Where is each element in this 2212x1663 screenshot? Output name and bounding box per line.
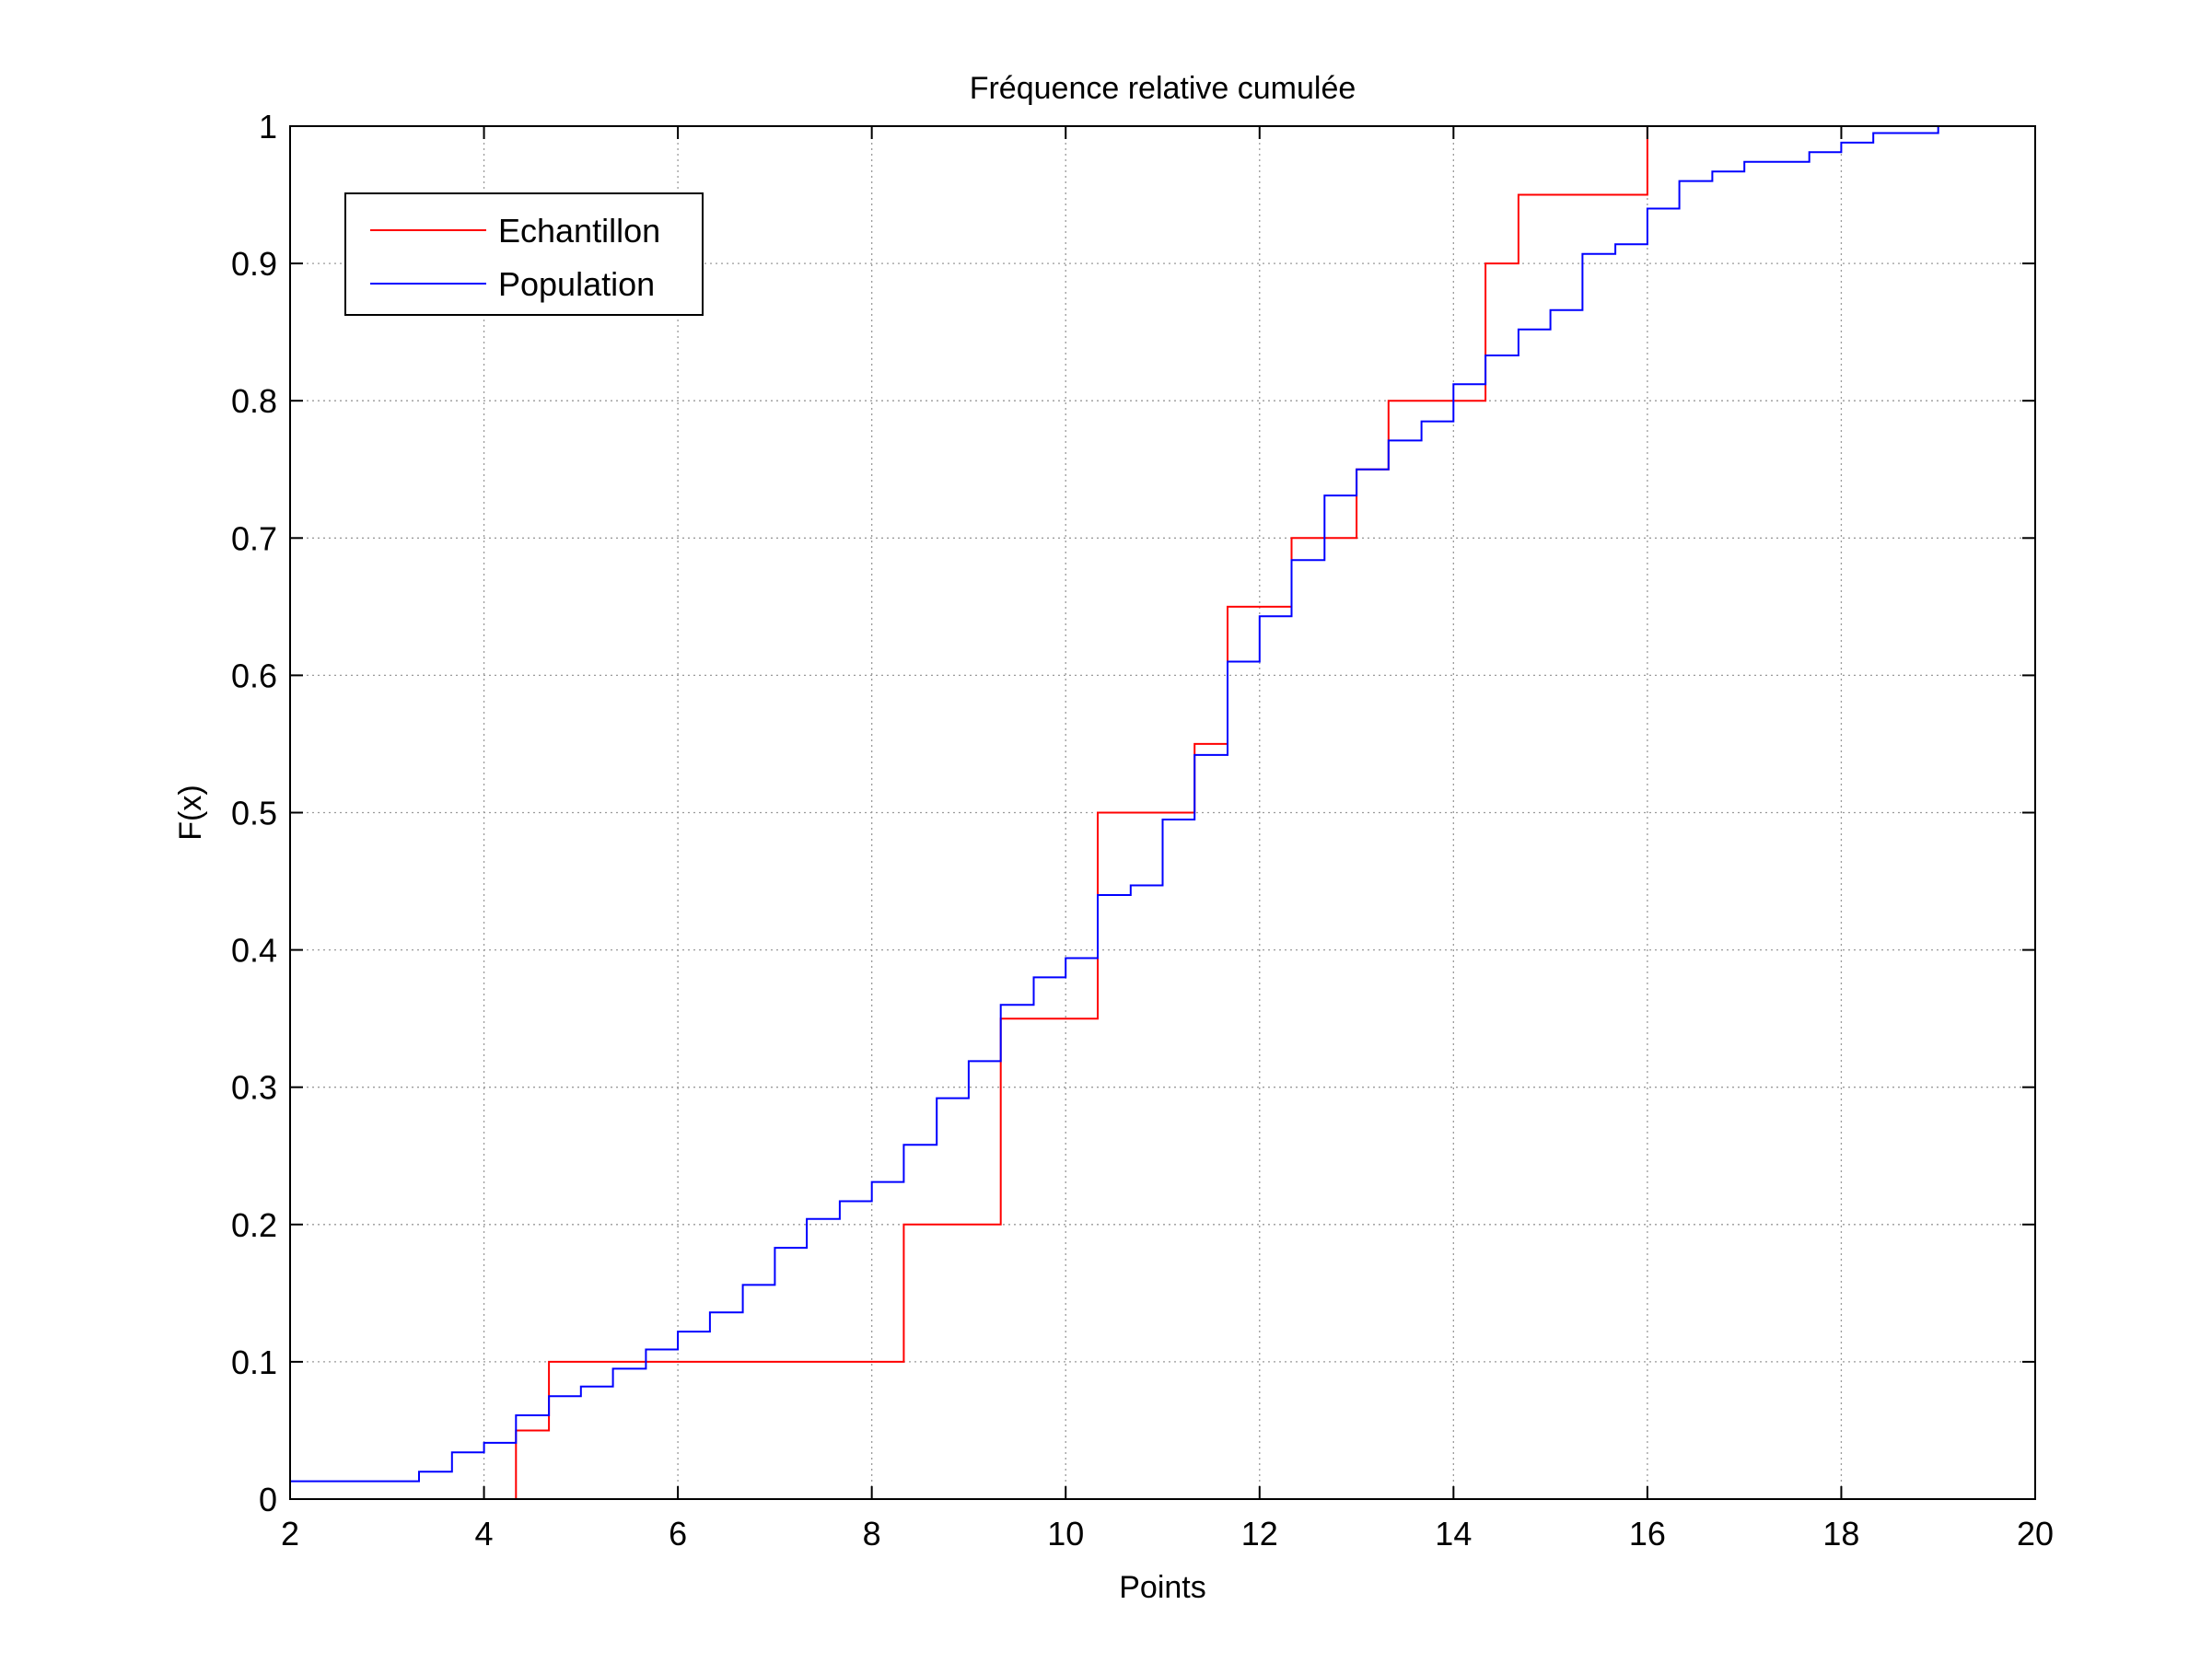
y-tick-label: 0.4 <box>231 932 277 970</box>
legend: Echantillon Population <box>344 192 704 316</box>
ticks: 2 4 6 8 10 12 14 16 18 20 0 0.1 0.2 0.3 0.4 0.5 0.6 0.7 0.… <box>231 108 2054 1553</box>
y-tick-label: 0 <box>259 1481 277 1518</box>
series-line-population <box>290 126 1939 1483</box>
y-tick-label: 0.1 <box>231 1343 277 1381</box>
x-tick-label: 8 <box>863 1515 881 1553</box>
x-tick-label: 14 <box>1435 1515 1472 1553</box>
series-layer <box>290 126 1939 1499</box>
x-tick-label: 10 <box>1047 1515 1084 1553</box>
x-tick-label: 20 <box>2017 1515 2054 1553</box>
y-tick-label: 0.6 <box>231 657 277 694</box>
y-axis-label: F(x) <box>173 785 208 840</box>
legend-box <box>344 192 704 316</box>
y-tick-label: 0.7 <box>231 519 277 557</box>
x-axis-label: Points <box>1119 1570 1206 1605</box>
x-tick-label: 6 <box>669 1515 687 1553</box>
y-tick-label: 1 <box>259 108 277 145</box>
y-tick-label: 0.9 <box>231 245 277 283</box>
x-tick-label: 18 <box>1822 1515 1859 1553</box>
legend-label-echantillon: Echantillon <box>498 212 660 250</box>
x-tick-label: 12 <box>1241 1515 1278 1553</box>
y-tick-label: 0.8 <box>231 382 277 420</box>
x-tick-label: 2 <box>281 1515 299 1553</box>
grid <box>290 126 2035 1499</box>
y-tick-label: 0.3 <box>231 1069 277 1107</box>
y-tick-label: 0.2 <box>231 1206 277 1244</box>
chart-title: Fréquence relative cumulée <box>970 71 1356 106</box>
legend-label-population: Population <box>498 265 655 303</box>
x-tick-label: 16 <box>1629 1515 1666 1553</box>
x-tick-label: 4 <box>475 1515 494 1553</box>
y-tick-label: 0.5 <box>231 795 277 832</box>
